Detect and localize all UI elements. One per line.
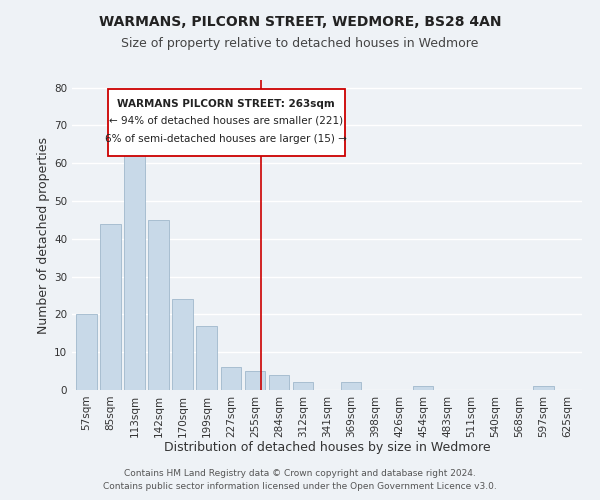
Text: Size of property relative to detached houses in Wedmore: Size of property relative to detached ho… [121, 38, 479, 51]
Text: Contains HM Land Registry data © Crown copyright and database right 2024.: Contains HM Land Registry data © Crown c… [124, 468, 476, 477]
Bar [172, 300, 193, 390]
Bar [413, 386, 433, 390]
Bar [196, 326, 217, 390]
Bar [293, 382, 313, 390]
Bar [341, 382, 361, 390]
Text: WARMANS, PILCORN STREET, WEDMORE, BS28 4AN: WARMANS, PILCORN STREET, WEDMORE, BS28 4… [99, 15, 501, 29]
Bar [269, 375, 289, 390]
Bar [148, 220, 169, 390]
Bar [221, 368, 241, 390]
X-axis label: Distribution of detached houses by size in Wedmore: Distribution of detached houses by size … [164, 441, 490, 454]
Bar [533, 386, 554, 390]
FancyBboxPatch shape [108, 90, 345, 156]
Bar [76, 314, 97, 390]
Bar [245, 371, 265, 390]
Text: WARMANS PILCORN STREET: 263sqm: WARMANS PILCORN STREET: 263sqm [118, 98, 335, 108]
Text: 6% of semi-detached houses are larger (15) →: 6% of semi-detached houses are larger (1… [106, 134, 347, 144]
Bar [124, 144, 145, 390]
Text: ← 94% of detached houses are smaller (221): ← 94% of detached houses are smaller (22… [109, 116, 343, 126]
Bar [100, 224, 121, 390]
Text: Contains public sector information licensed under the Open Government Licence v3: Contains public sector information licen… [103, 482, 497, 491]
Y-axis label: Number of detached properties: Number of detached properties [37, 136, 50, 334]
